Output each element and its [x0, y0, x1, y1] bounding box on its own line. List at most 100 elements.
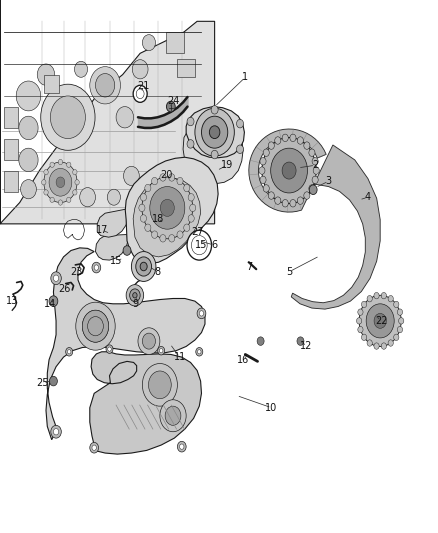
Circle shape	[160, 174, 166, 181]
Circle shape	[116, 107, 134, 128]
Circle shape	[309, 149, 315, 156]
Circle shape	[275, 137, 281, 144]
Circle shape	[152, 231, 158, 238]
Text: 22: 22	[375, 316, 387, 326]
Circle shape	[16, 81, 41, 111]
Circle shape	[358, 326, 363, 333]
Circle shape	[74, 61, 88, 77]
Circle shape	[304, 142, 310, 149]
Text: 4: 4	[365, 192, 371, 202]
Circle shape	[313, 167, 319, 174]
Circle shape	[138, 328, 160, 354]
Circle shape	[262, 138, 316, 204]
Text: 15: 15	[110, 256, 122, 266]
Text: 8: 8	[155, 267, 161, 277]
Text: 5: 5	[286, 267, 292, 277]
Text: 19: 19	[221, 160, 233, 170]
Circle shape	[263, 149, 269, 156]
Circle shape	[50, 96, 85, 139]
Circle shape	[196, 348, 203, 356]
Polygon shape	[166, 32, 184, 53]
Circle shape	[50, 197, 54, 203]
Circle shape	[73, 169, 77, 175]
Text: 15: 15	[195, 240, 208, 250]
Circle shape	[165, 406, 181, 425]
Circle shape	[268, 142, 274, 149]
Circle shape	[312, 176, 318, 183]
Circle shape	[282, 134, 288, 142]
Text: 12: 12	[300, 342, 313, 351]
Text: 21: 21	[138, 82, 150, 91]
Circle shape	[53, 275, 59, 281]
Text: 23: 23	[71, 267, 83, 277]
Text: 9: 9	[133, 299, 139, 309]
Circle shape	[309, 185, 315, 192]
Circle shape	[94, 265, 99, 270]
Circle shape	[67, 162, 71, 167]
Circle shape	[177, 177, 183, 185]
Circle shape	[136, 89, 144, 99]
Circle shape	[44, 162, 77, 203]
Circle shape	[366, 304, 394, 338]
Circle shape	[260, 176, 266, 183]
Circle shape	[361, 334, 367, 341]
Text: 25: 25	[37, 378, 49, 387]
Circle shape	[191, 236, 207, 255]
Text: 27: 27	[192, 227, 204, 237]
Text: 17: 17	[96, 225, 108, 235]
Circle shape	[51, 425, 61, 438]
Circle shape	[374, 343, 379, 349]
Text: 6: 6	[212, 240, 218, 250]
Circle shape	[397, 326, 403, 333]
Circle shape	[41, 84, 95, 150]
Circle shape	[44, 169, 48, 175]
Circle shape	[106, 345, 113, 353]
Circle shape	[82, 310, 109, 342]
Circle shape	[358, 309, 363, 316]
Circle shape	[160, 235, 166, 242]
Circle shape	[195, 108, 234, 156]
Circle shape	[140, 215, 146, 222]
Circle shape	[184, 224, 190, 231]
Circle shape	[201, 116, 228, 148]
Circle shape	[158, 346, 165, 355]
Polygon shape	[4, 171, 18, 192]
Circle shape	[169, 174, 175, 181]
Circle shape	[399, 318, 404, 324]
Circle shape	[123, 246, 131, 255]
Circle shape	[381, 293, 386, 299]
Circle shape	[49, 376, 57, 386]
Text: 26: 26	[59, 284, 71, 294]
Circle shape	[148, 371, 171, 399]
Circle shape	[80, 188, 95, 207]
Circle shape	[260, 158, 266, 165]
Circle shape	[75, 180, 79, 185]
Text: 18: 18	[152, 214, 164, 223]
Polygon shape	[4, 139, 18, 160]
Polygon shape	[46, 248, 205, 440]
Circle shape	[192, 233, 201, 244]
Circle shape	[159, 349, 163, 353]
Circle shape	[37, 64, 55, 85]
Circle shape	[177, 231, 183, 238]
Text: 16: 16	[237, 355, 249, 365]
Circle shape	[190, 204, 196, 212]
Text: 1: 1	[242, 72, 248, 82]
Circle shape	[209, 126, 220, 139]
Circle shape	[394, 301, 399, 308]
Circle shape	[124, 166, 139, 185]
Circle shape	[90, 442, 99, 453]
Circle shape	[187, 117, 194, 126]
Polygon shape	[183, 116, 243, 184]
Text: 11: 11	[173, 352, 186, 362]
Polygon shape	[44, 75, 59, 93]
Circle shape	[142, 177, 193, 239]
Circle shape	[397, 309, 403, 316]
Circle shape	[130, 289, 140, 302]
Circle shape	[199, 311, 204, 316]
Circle shape	[197, 308, 206, 319]
Circle shape	[19, 116, 38, 140]
Circle shape	[58, 159, 63, 165]
Text: 14: 14	[44, 299, 57, 309]
Polygon shape	[177, 59, 195, 77]
